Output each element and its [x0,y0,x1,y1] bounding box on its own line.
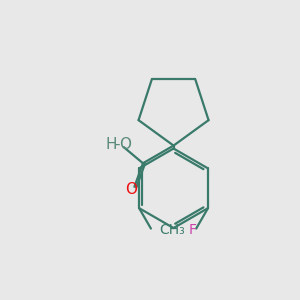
Text: CH₃: CH₃ [159,223,185,237]
Text: H: H [106,137,117,152]
Text: O: O [119,137,131,152]
Text: -: - [115,137,120,152]
Text: O: O [125,182,137,196]
Text: F: F [188,223,196,237]
